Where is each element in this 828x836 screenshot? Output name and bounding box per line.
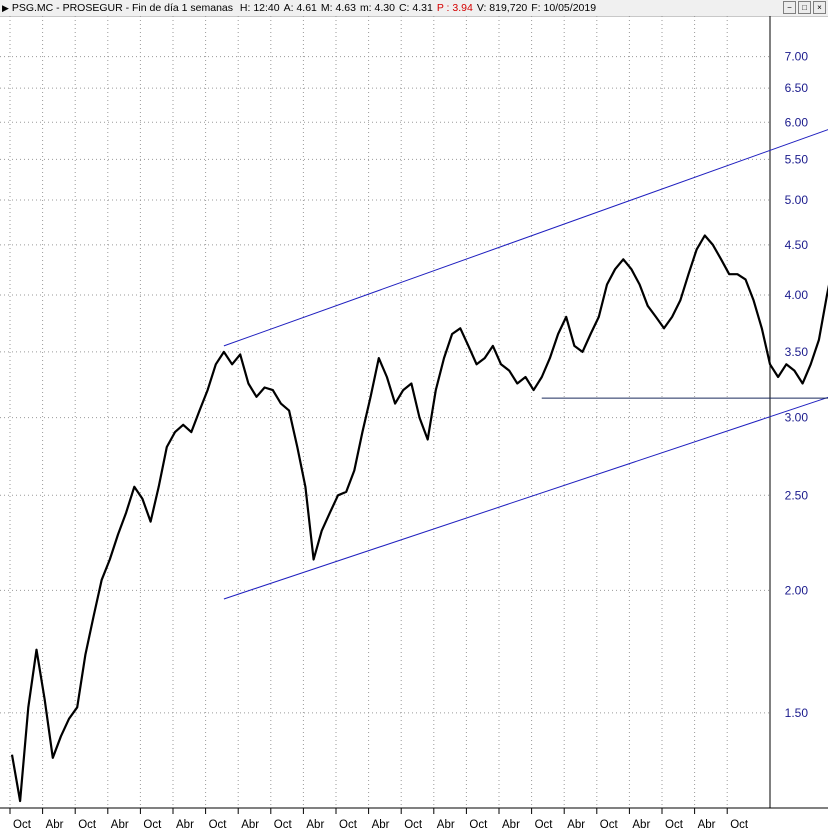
symbol-description: PSG.MC - PROSEGUR - Fin de día 1 semanas [11, 2, 233, 14]
x-tick-label: Abr [241, 819, 259, 831]
y-axis: 7.00 6.50 6.00 5.50 5.00 4.50 4.00 3.50 3.00 2.50… [785, 50, 809, 720]
y-tick-label: 4.00 [785, 288, 809, 302]
x-tick-label: Oct [339, 819, 358, 831]
quote-item: V: 819,720 [476, 2, 528, 14]
play-arrow-icon[interactable]: ▶ [2, 3, 9, 13]
minimize-icon[interactable]: − [783, 1, 796, 14]
channel-trendline [223, 129, 828, 347]
y-tick-label: 4.50 [785, 238, 809, 252]
x-tick-label: Abr [502, 819, 520, 831]
price-chart: 7.00 6.50 6.00 5.50 5.00 4.50 4.00 3.50 3.00 2.50… [0, 16, 828, 831]
quote-item: F: 10/05/2019 [531, 2, 597, 14]
quote-item: A: 4.61 [283, 2, 317, 14]
x-tick-label: Abr [698, 819, 716, 831]
x-tick-label: Oct [274, 819, 293, 831]
x-tick-label: Oct [469, 819, 488, 831]
maximize-icon[interactable]: □ [798, 1, 811, 14]
x-tick-label: Abr [567, 819, 585, 831]
quote-item: C: 4.31 [398, 2, 433, 14]
x-tick-label: Oct [404, 819, 423, 831]
close-icon[interactable]: × [813, 1, 826, 14]
x-tick-label: Oct [78, 819, 97, 831]
quote-item: M: 4.63 [320, 2, 356, 14]
x-tick-label: Oct [143, 819, 162, 831]
y-tick-label: 5.00 [785, 193, 809, 207]
x-tick-label: Abr [632, 819, 650, 831]
y-tick-label: 6.50 [785, 81, 809, 95]
y-tick-label: 2.50 [785, 488, 809, 502]
quote-item: m: 4.30 [359, 2, 395, 14]
chart-grid [0, 16, 828, 809]
x-tick-label: Oct [730, 819, 749, 831]
x-tick-label: Abr [437, 819, 455, 831]
x-tick-label: Abr [111, 819, 129, 831]
x-tick-label: Abr [372, 819, 390, 831]
x-tick-label: Oct [209, 819, 228, 831]
price-series [10, 234, 828, 803]
x-tick-label: Oct [665, 819, 684, 831]
y-tick-label: 3.00 [785, 411, 809, 425]
x-axis: Oct Abr Oct Abr Oct Abr Oct Abr Oct Abr Oct Abr Oct A… [9, 808, 749, 831]
y-tick-label: 6.00 [785, 115, 809, 129]
chart-title-bar: ▶ PSG.MC - PROSEGUR - Fin de día 1 seman… [0, 0, 828, 17]
y-tick-label: 5.50 [785, 152, 809, 166]
channel-trendline [223, 396, 828, 600]
x-tick-label: Oct [13, 819, 32, 831]
price-line [10, 234, 828, 803]
x-tick-label: Oct [600, 819, 619, 831]
x-tick-label: Abr [306, 819, 324, 831]
y-tick-label: 3.50 [785, 345, 809, 359]
y-tick-label: 1.50 [785, 706, 809, 720]
x-tick-label: Abr [46, 819, 64, 831]
quote-item: P : 3.94 [436, 2, 473, 14]
quote-values: H: 12:40 A: 4.61 M: 4.63 m: 4.30 C: 4.31 P : … [236, 2, 596, 14]
window-buttons: − □ × [783, 1, 826, 14]
x-tick-label: Abr [176, 819, 194, 831]
y-tick-label: 7.00 [785, 50, 809, 64]
x-tick-label: Oct [535, 819, 554, 831]
chart-annotations [223, 129, 828, 600]
quote-item: H: 12:40 [239, 2, 280, 14]
y-tick-label: 2.00 [785, 583, 809, 597]
